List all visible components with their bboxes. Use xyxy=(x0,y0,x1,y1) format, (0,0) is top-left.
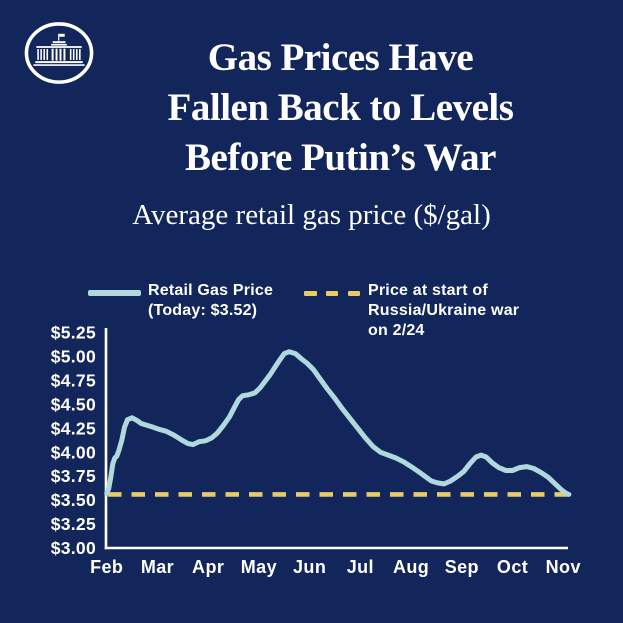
page-title-line-3: Before Putin’s War xyxy=(185,136,496,179)
white-house-logo xyxy=(24,22,94,84)
retail-price-line-swatch xyxy=(88,290,141,296)
x-axis-tick-label: Feb xyxy=(90,557,123,577)
y-axis-tick-label: $5.00 xyxy=(51,346,96,366)
retail-price-line xyxy=(104,349,572,497)
legend-item-war-price: Price at start of Russia/Ukraine war on … xyxy=(368,281,578,341)
dash-segment xyxy=(325,290,339,296)
page-title: Gas Prices Have Fallen Back to Levels Be… xyxy=(64,33,617,183)
white-house-building-icon xyxy=(33,33,85,66)
legend-retail-line-1: Retail Gas Price xyxy=(148,282,274,299)
y-axis-tick-label: $3.50 xyxy=(51,490,96,510)
y-axis-tick-label: $5.25 xyxy=(51,323,96,343)
legend-war-line-3: on 2/24 xyxy=(368,322,425,339)
y-axis-tick-label: $3.00 xyxy=(51,538,96,558)
gas-price-chart: $5.25 $5.00 $4.75 $4.50 $4.25 $4.00 $3.75 $3.50… xyxy=(51,323,581,578)
y-axis-tick-label: $3.75 xyxy=(51,466,96,486)
y-axis-tick-label: $4.75 xyxy=(51,370,96,390)
y-axis-tick-label: $3.25 xyxy=(51,514,96,534)
legend-retail-line-2: (Today: $3.52) xyxy=(148,302,258,319)
y-axis-tick-label: $4.00 xyxy=(51,442,96,462)
x-axis-tick-label: Aug xyxy=(393,557,429,577)
page-title-line-1: Gas Prices Have xyxy=(207,36,474,79)
dash-segment xyxy=(347,290,360,296)
legend-item-retail-price: Retail Gas Price (Today: $3.52) xyxy=(148,281,338,321)
x-axis-tick-label: Sep xyxy=(445,557,479,577)
x-axis-tick-label: Mar xyxy=(141,557,174,577)
x-axis-tick-label: Jun xyxy=(293,557,326,577)
dash-segment xyxy=(304,290,317,296)
x-axis-tick-label: Jul xyxy=(347,557,374,577)
war-price-dash-swatch xyxy=(304,290,360,296)
x-axis-tick-label: May xyxy=(241,557,277,577)
chart-subtitle: Average retail gas price ($/gal) xyxy=(132,199,491,231)
legend-war-line-1: Price at start of xyxy=(368,282,488,299)
y-axis-tick-label: $4.25 xyxy=(51,418,96,438)
x-axis-tick-label: Apr xyxy=(192,557,224,577)
x-axis-tick-label: Nov xyxy=(546,557,581,577)
page-title-line-2: Fallen Back to Levels xyxy=(167,86,514,129)
logo-oval xyxy=(24,22,94,84)
legend-war-line-2: Russia/Ukraine war xyxy=(368,302,520,319)
x-axis-tick-label: Oct xyxy=(497,557,528,577)
y-axis-tick-label: $4.50 xyxy=(51,394,96,414)
